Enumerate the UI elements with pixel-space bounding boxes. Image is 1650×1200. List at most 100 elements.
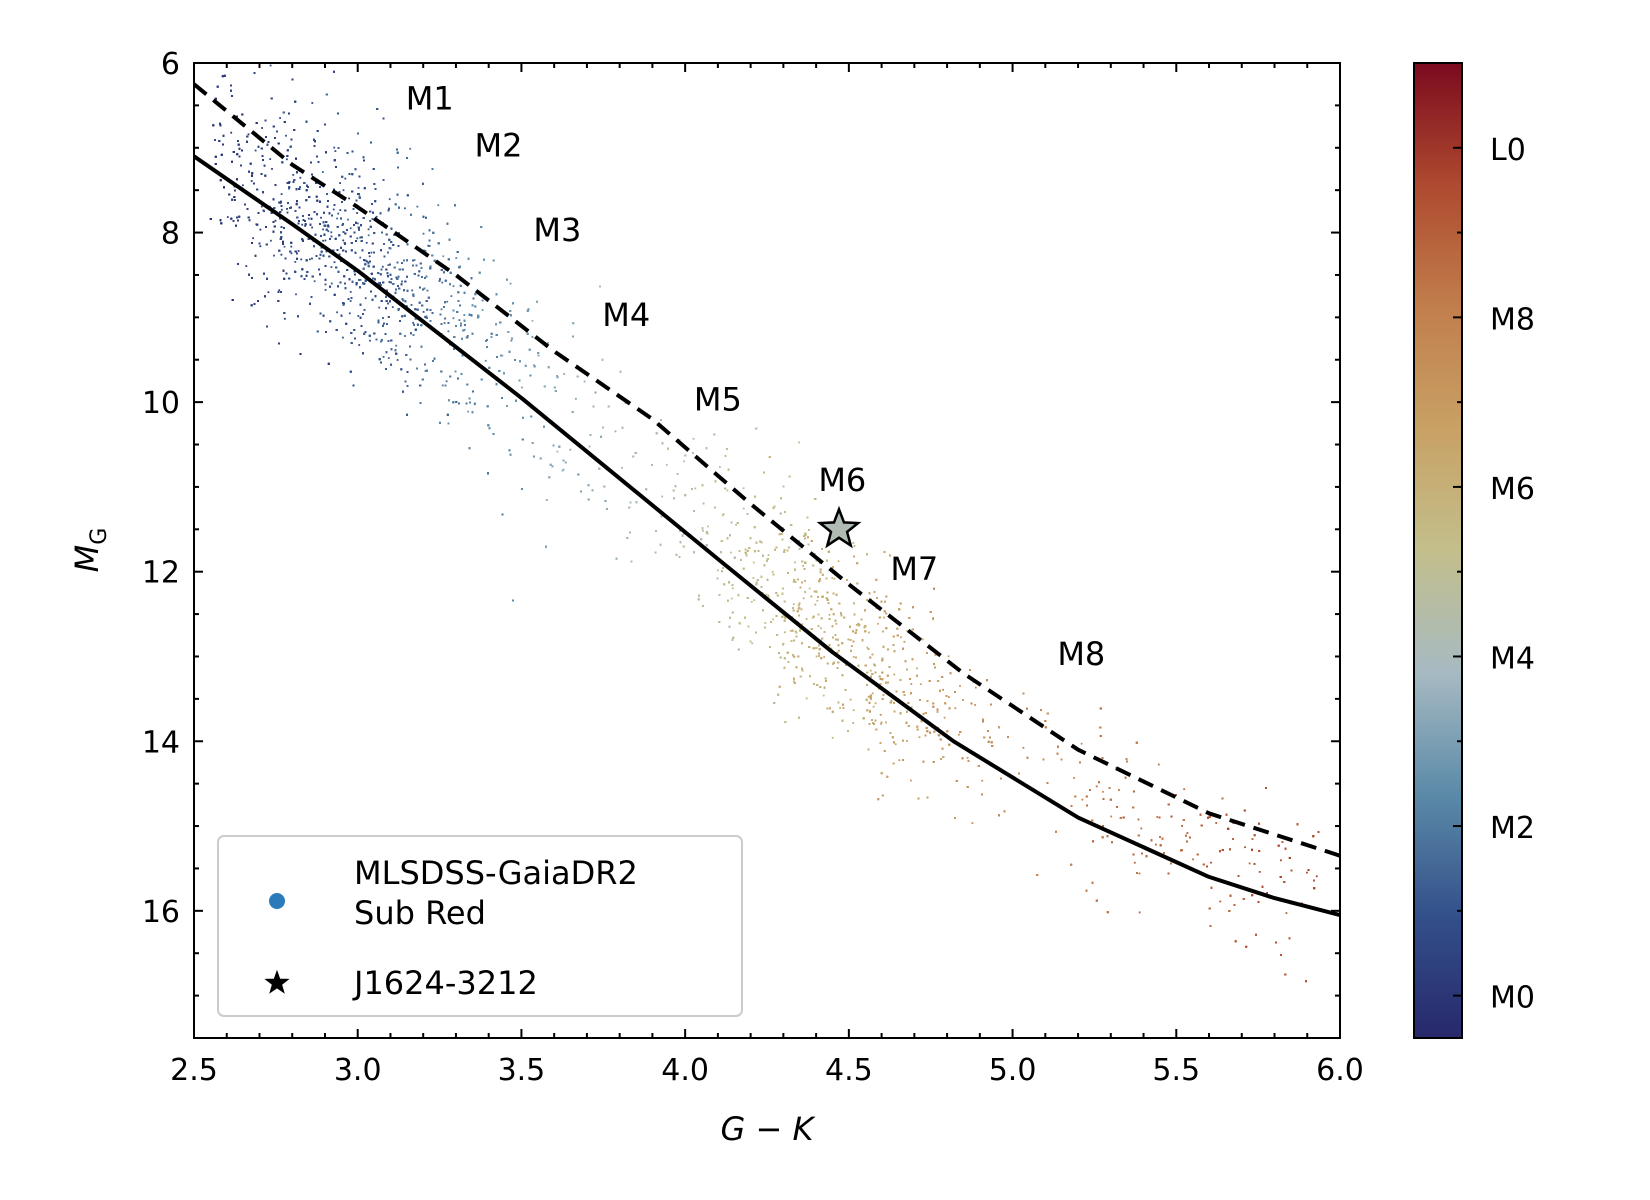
scatter-point: [794, 561, 796, 564]
scatter-point: [752, 561, 755, 564]
scatter-point: [409, 147, 412, 150]
scatter-point: [798, 441, 801, 444]
scatter-point: [447, 422, 450, 425]
scatter-point: [556, 450, 559, 453]
scatter-point: [816, 599, 819, 602]
scatter-point: [280, 253, 283, 256]
scatter-point: [446, 300, 449, 303]
scatter-point: [484, 359, 487, 362]
scatter-point: [910, 706, 913, 709]
scatter-point: [906, 630, 909, 632]
scatter-point: [380, 339, 383, 342]
scatter-point: [347, 218, 349, 221]
scatter-point: [792, 580, 795, 583]
scatter-point: [783, 631, 786, 634]
scatter-point: [490, 336, 493, 338]
scatter-point: [412, 321, 414, 324]
scatter-point: [460, 324, 462, 327]
scatter-point: [358, 195, 361, 198]
scatter-point: [726, 489, 729, 492]
scatter-point: [830, 647, 833, 650]
scatter-point: [661, 495, 664, 498]
scatter-point: [467, 410, 469, 413]
scatter-point: [872, 705, 875, 708]
scatter-point: [295, 293, 297, 296]
scatter-point: [337, 212, 340, 215]
scatter-point: [877, 622, 879, 625]
scatter-point: [839, 707, 841, 709]
scatter-point: [1138, 911, 1141, 914]
scatter-point: [413, 259, 416, 261]
scatter-point: [942, 688, 944, 691]
scatter-point: [880, 723, 882, 725]
scatter-point: [267, 291, 270, 294]
scatter-point: [463, 328, 466, 331]
scatter-point: [292, 174, 295, 176]
scatter-point: [966, 757, 969, 759]
scatter-point: [290, 252, 293, 255]
scatter-point: [1248, 862, 1251, 865]
scatter-point: [327, 224, 329, 227]
scatter-point: [919, 683, 922, 686]
scatter-point: [247, 133, 250, 136]
scatter-point: [802, 597, 805, 600]
scatter-point: [344, 177, 347, 180]
scatter-point: [874, 702, 877, 705]
scatter-point: [349, 227, 352, 230]
scatter-point: [294, 261, 297, 263]
scatter-point: [481, 309, 484, 311]
scatter-point: [427, 244, 430, 247]
scatter-point: [378, 306, 381, 309]
scatter-point: [1110, 815, 1113, 818]
scatter-point: [279, 117, 281, 119]
scatter-point: [852, 542, 855, 544]
scatter-point: [1215, 822, 1218, 824]
scatter-point: [1138, 872, 1141, 875]
scatter-point: [375, 215, 378, 218]
scatter-point: [614, 430, 617, 433]
scatter-point: [339, 182, 341, 184]
scatter-point: [971, 822, 974, 824]
scatter-point: [893, 673, 896, 676]
scatter-point: [349, 300, 352, 302]
scatter-point: [332, 208, 335, 211]
scatter-point: [359, 256, 362, 259]
scatter-points: [209, 64, 1320, 983]
scatter-point: [569, 448, 572, 451]
scatter-point: [943, 716, 946, 719]
scatter-point: [1118, 789, 1120, 791]
scatter-point: [1183, 788, 1186, 791]
scatter-point: [309, 258, 311, 261]
scatter-point: [802, 564, 804, 567]
scatter-point: [367, 234, 370, 237]
scatter-point: [831, 736, 834, 739]
scatter-point: [342, 189, 345, 192]
scatter-point: [391, 306, 394, 308]
scatter-point: [1102, 790, 1104, 793]
scatter-point: [1080, 742, 1083, 745]
scatter-point: [284, 317, 286, 320]
scatter-point: [833, 577, 836, 580]
scatter-point: [683, 532, 685, 535]
scatter-point: [730, 597, 733, 600]
scatter-point: [852, 722, 855, 724]
scatter-point: [370, 251, 373, 254]
scatter-point: [382, 356, 385, 358]
scatter-point: [974, 704, 976, 706]
scatter-point: [753, 599, 756, 601]
scatter-point: [765, 593, 768, 596]
scatter-point: [271, 168, 273, 170]
scatter-point: [299, 186, 301, 188]
scatter-point: [297, 250, 300, 252]
scatter-point: [958, 733, 960, 736]
scatter-point: [324, 289, 327, 291]
scatter-point: [849, 698, 852, 701]
scatter-point: [1192, 858, 1194, 861]
scatter-point: [342, 239, 345, 242]
scatter-point: [910, 779, 912, 782]
scatter-point: [426, 289, 429, 292]
scatter-point: [254, 149, 257, 152]
scatter-point: [348, 197, 351, 200]
scatter-point: [252, 237, 254, 240]
scatter-point: [367, 228, 370, 231]
